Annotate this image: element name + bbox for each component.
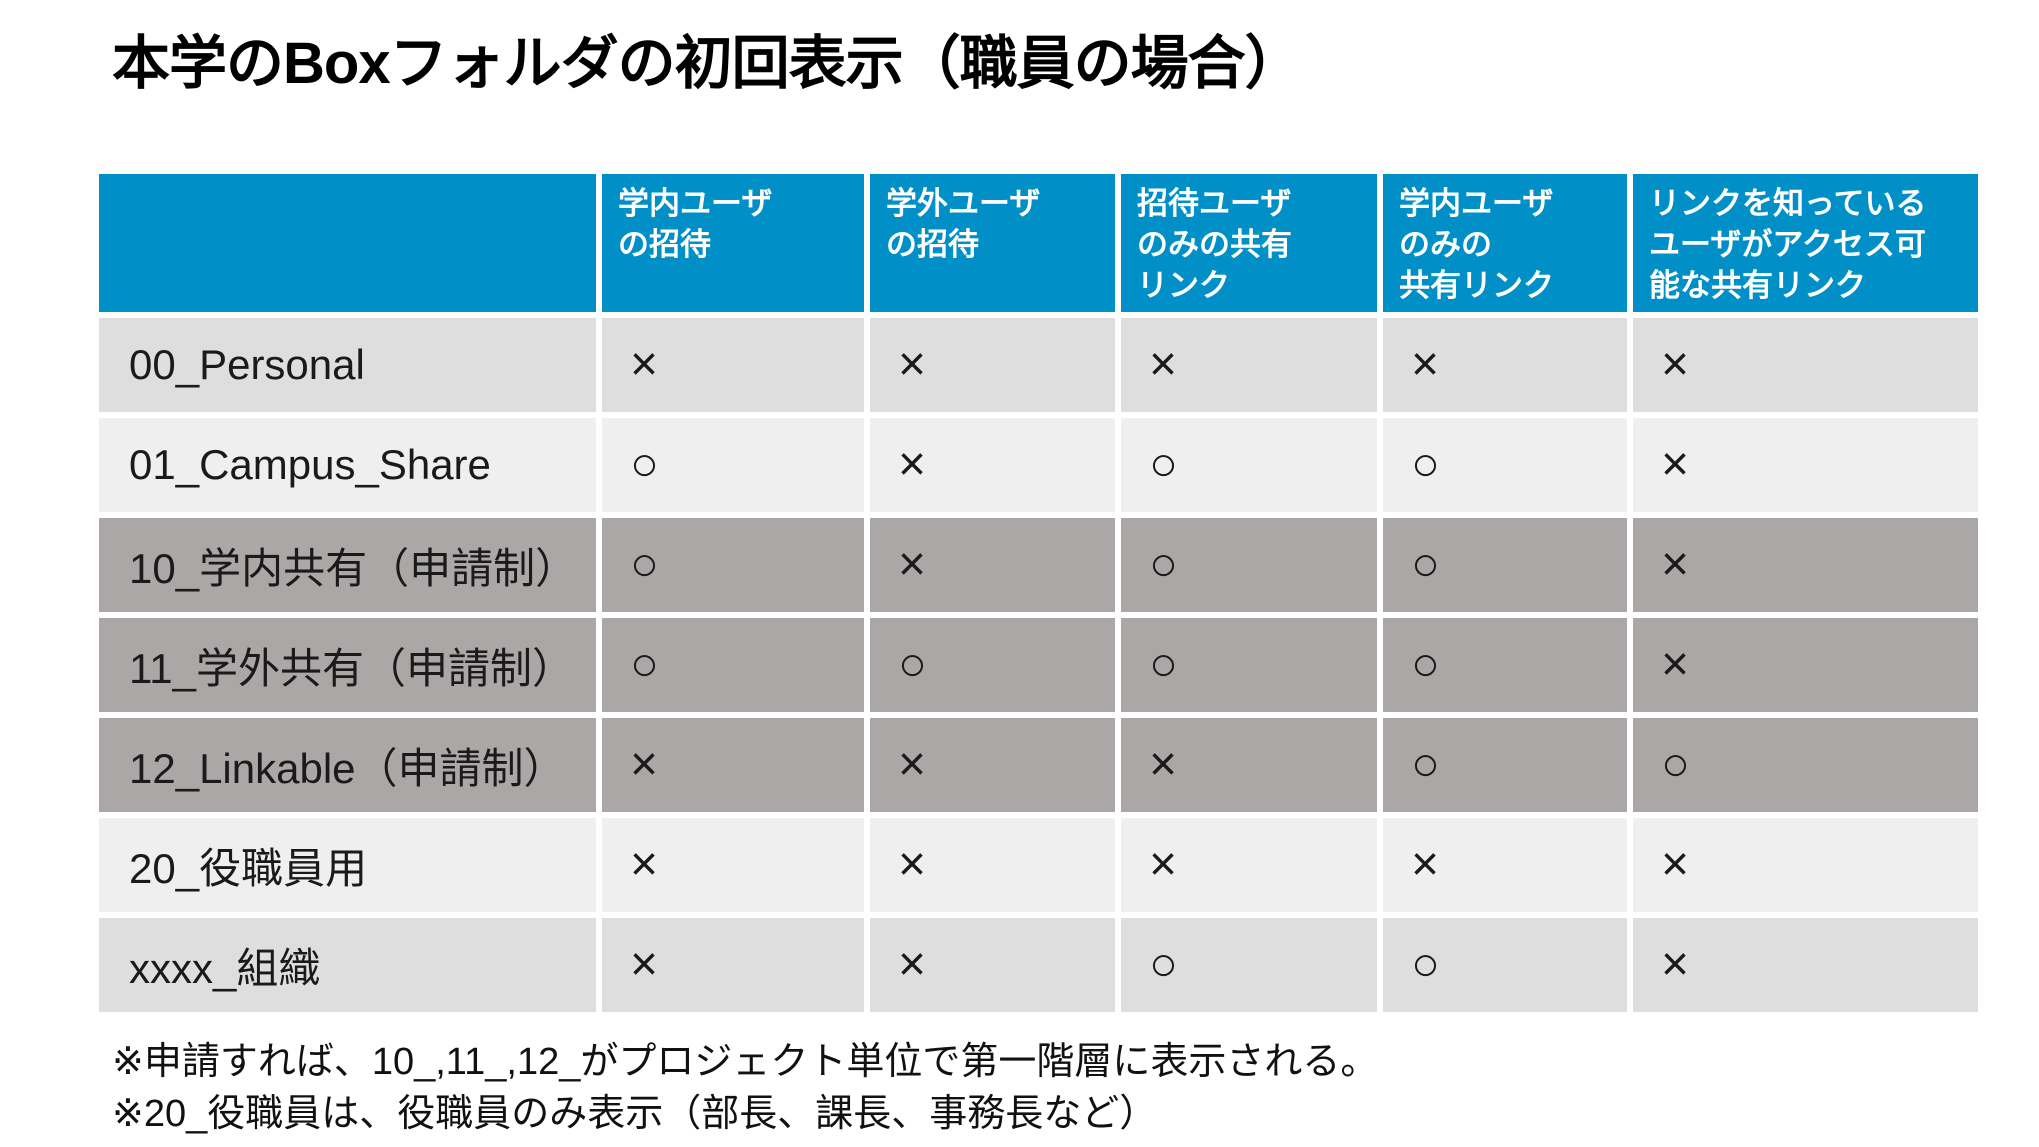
footnote-line-1: ※申請すれば、10_,11_,12_がプロジェクト単位で第一階層に表示される。	[112, 1041, 1379, 1083]
table-cell: ×	[1121, 718, 1377, 812]
table-cell: ○	[1383, 718, 1627, 812]
row-label: 10_学内共有（申請制）	[99, 518, 596, 612]
table-cell: ×	[602, 718, 864, 812]
table-cell: ○	[870, 618, 1115, 712]
table-cell: ×	[1383, 318, 1627, 412]
table-cell: ×	[1633, 518, 1978, 612]
table-cell: ×	[602, 318, 864, 412]
row-label: 01_Campus_Share	[99, 418, 596, 512]
column-header: 招待ユーザ のみの共有 リンク	[1121, 174, 1377, 312]
row-label: 00_Personal	[99, 318, 596, 412]
table-cell: ×	[602, 918, 864, 1012]
table-cell: ○	[1121, 618, 1377, 712]
table-cell: ○	[602, 618, 864, 712]
table-cell: ○	[1383, 518, 1627, 612]
table-cell: ○	[1121, 418, 1377, 512]
table-cell: ×	[870, 518, 1115, 612]
table-cell: ×	[1121, 318, 1377, 412]
table-cell: ×	[1633, 418, 1978, 512]
footnotes: ※申請すれば、10_,11_,12_がプロジェクト単位で第一階層に表示される。 …	[112, 1036, 1378, 1140]
table-cell: ×	[602, 818, 864, 912]
table-cell: ×	[1633, 818, 1978, 912]
column-header: リンクを知っている ユーザがアクセス可 能な共有リンク	[1633, 174, 1978, 312]
table-cell: ×	[870, 918, 1115, 1012]
table-cell: ×	[1383, 818, 1627, 912]
table-cell: ×	[870, 418, 1115, 512]
table-cell: ○	[1383, 418, 1627, 512]
row-label: 11_学外共有（申請制）	[99, 618, 596, 712]
corner-header	[99, 174, 596, 312]
footnote-line-2: ※20_役職員は、役職員のみ表示（部長、課長、事務長など）	[112, 1093, 1158, 1135]
table-cell: ○	[1121, 518, 1377, 612]
table-cell: ×	[870, 718, 1115, 812]
matrix-table: 学内ユーザ の招待 学外ユーザ の招待 招待ユーザ のみの共有 リンク 学内ユーザ の…	[99, 174, 1978, 1012]
table-cell: ×	[1633, 318, 1978, 412]
row-label: xxxx_組織	[99, 918, 596, 1012]
table-cell: ○	[602, 518, 864, 612]
table-cell: ×	[870, 318, 1115, 412]
table-cell: ×	[1121, 818, 1377, 912]
table-cell: ○	[1121, 918, 1377, 1012]
row-label: 20_役職員用	[99, 818, 596, 912]
table-cell: ○	[1383, 618, 1627, 712]
table-cell: ×	[1633, 618, 1978, 712]
table-cell: ×	[870, 818, 1115, 912]
column-header: 学内ユーザ のみの 共有リンク	[1383, 174, 1627, 312]
table-cell: ○	[602, 418, 864, 512]
column-header: 学内ユーザ の招待	[602, 174, 864, 312]
table-cell: ×	[1633, 918, 1978, 1012]
table-cell: ○	[1383, 918, 1627, 1012]
row-label: 12_Linkable（申請制）	[99, 718, 596, 812]
column-header: 学外ユーザ の招待	[870, 174, 1115, 312]
page-title: 本学のBoxフォルダの初回表示（職員の場合）	[112, 31, 1303, 96]
table-cell: ○	[1633, 718, 1978, 812]
